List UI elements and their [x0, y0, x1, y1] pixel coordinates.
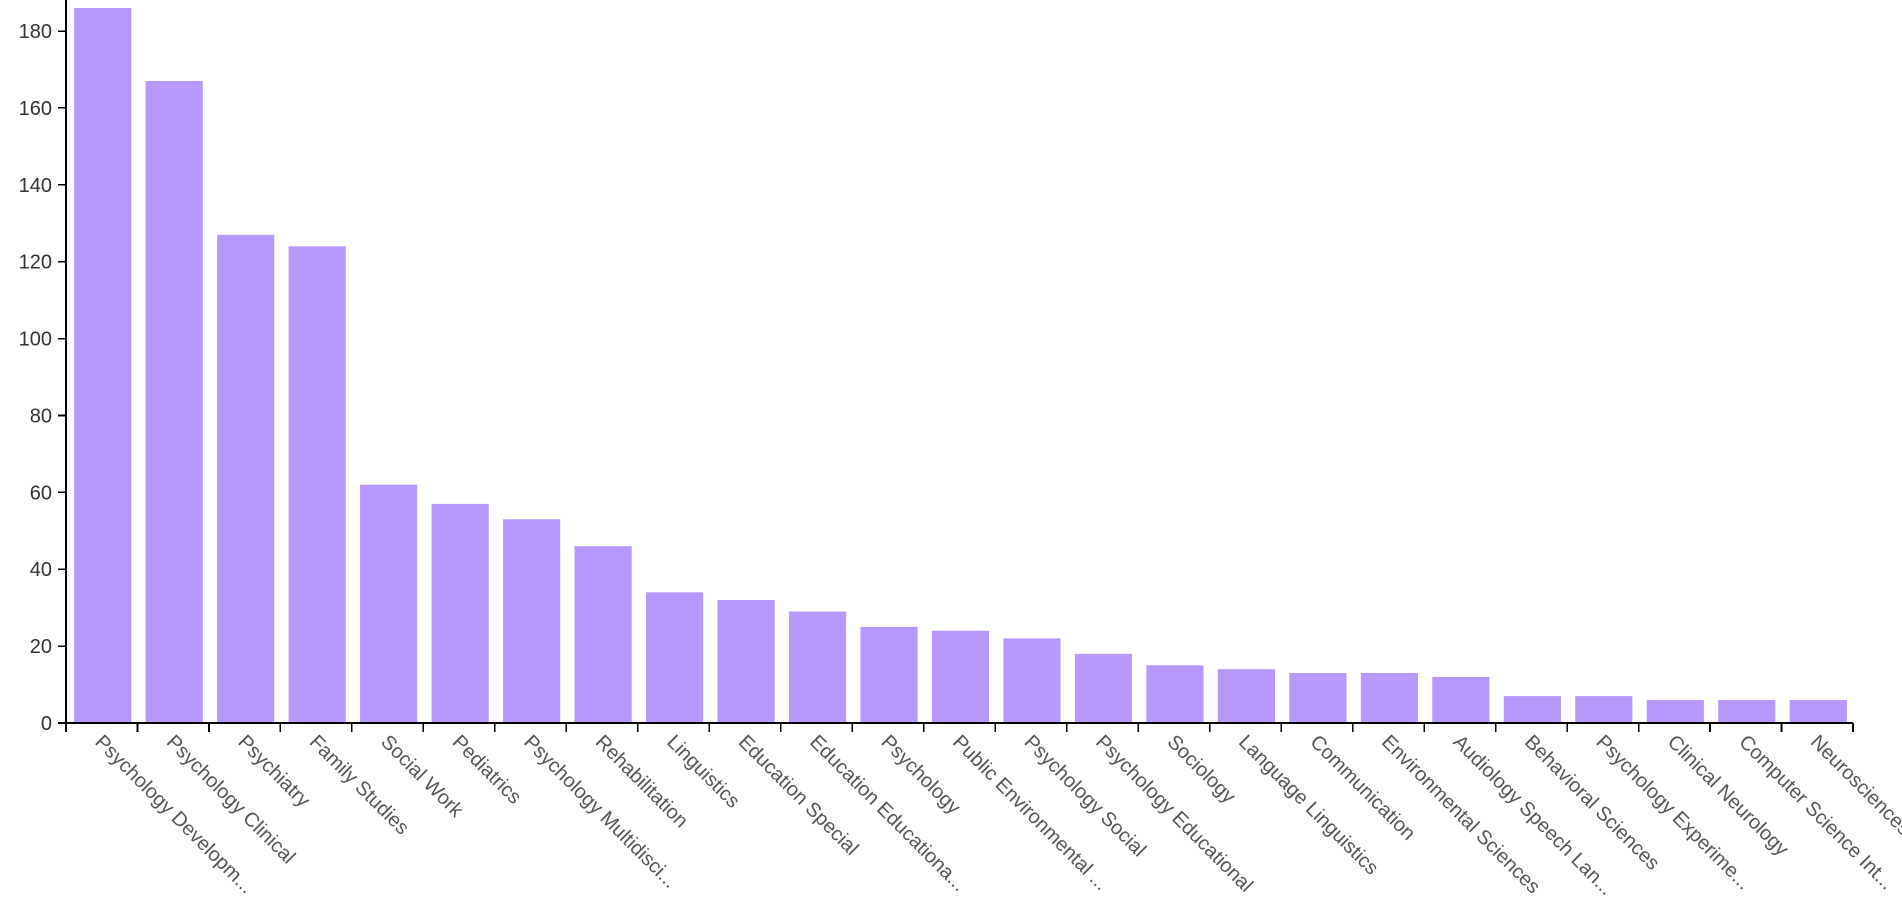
bar-psychiatry	[217, 234, 275, 724]
y-tick-label-80: 80	[30, 405, 52, 427]
bar-environmental-sciences	[1360, 673, 1418, 723]
bar-sociology	[1146, 665, 1204, 723]
bar-computer-science-int	[1718, 699, 1776, 723]
y-tick-label-160: 160	[19, 98, 52, 120]
bar-education-special	[717, 599, 775, 723]
bar-psychology-clinical	[145, 81, 203, 724]
y-tick-label-40: 40	[30, 559, 52, 581]
bar-behavioral-sciences	[1503, 696, 1561, 723]
bar-psychology-experime	[1575, 696, 1633, 723]
bar-linguistics	[645, 592, 704, 723]
y-tick-label-140: 140	[19, 175, 52, 197]
x-tick-label-education-special: Education Special	[734, 731, 863, 860]
y-tick-label-60: 60	[30, 482, 52, 504]
x-tick-label-language-linguistics: Language Linguistics	[1234, 731, 1382, 879]
x-tick-label-sociology: Sociology	[1163, 731, 1240, 808]
bar-social-work	[360, 484, 418, 723]
y-tick-label-20: 20	[30, 636, 52, 658]
x-tick-label-pediatrics: Pediatrics	[448, 731, 526, 809]
bar-psychology-social	[1003, 638, 1061, 723]
bar-public-environmental	[931, 630, 990, 723]
x-tick-label-behavioral-sciences: Behavioral Sciences	[1520, 731, 1664, 875]
bar-psychology	[860, 626, 918, 723]
x-tick-label-clinical-neurology: Clinical Neurology	[1663, 731, 1793, 861]
bar-language-linguistics	[1217, 669, 1276, 723]
bar-psychology-educational	[1074, 653, 1133, 723]
x-tick-label-psychology-social: Psychology Social	[1020, 731, 1150, 861]
y-tick-label-120: 120	[19, 252, 52, 274]
bar-communication	[1289, 673, 1347, 723]
bar-family-studies	[288, 246, 346, 723]
bar-psychology-developm	[74, 8, 132, 723]
x-axis: Psychology Developm...Psychology Clinica…	[65, 722, 1902, 900]
bar-pediatrics	[431, 503, 489, 723]
bars-group	[74, 8, 1847, 724]
y-axis: 0 20 40 60 80 100 120 140 160 180	[19, 0, 67, 735]
y-tick-label-180: 180	[19, 21, 52, 43]
bar-audiology-speech-lan	[1432, 676, 1490, 723]
y-tick-label-100: 100	[19, 329, 52, 351]
bar-rehabilitation	[574, 546, 632, 723]
bar-education-educationa	[788, 611, 847, 723]
bar-neurosciences	[1789, 699, 1847, 723]
bar-clinical-neurology	[1646, 699, 1704, 723]
y-tick-label-0: 0	[41, 713, 52, 735]
x-tick-label-psychology-clinical: Psychology Clinical	[162, 731, 299, 868]
bar-psychology-multidisci	[503, 519, 561, 723]
